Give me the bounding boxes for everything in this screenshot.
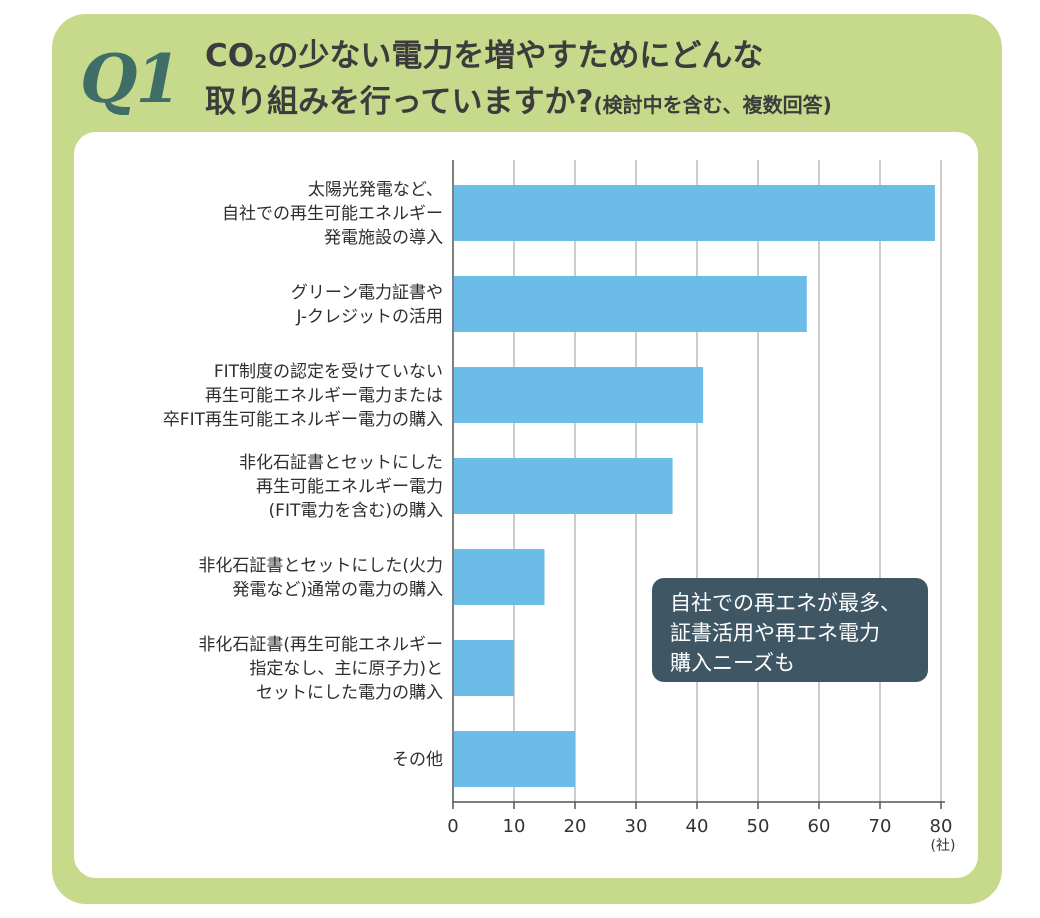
callout-line-3: 購入ニーズも xyxy=(670,651,795,675)
bar xyxy=(454,549,545,605)
x-tick-label: 0 xyxy=(447,816,458,837)
category-label-line: J-クレジットの活用 xyxy=(295,307,443,327)
category-label: 非化石証書とセットにした(火力発電など)通常の電力の購入 xyxy=(198,556,443,600)
category-label-line: (FIT電力を含む)の購入 xyxy=(269,501,443,521)
x-unit-label: (社) xyxy=(931,838,956,854)
category-label-line: 発電など)通常の電力の購入 xyxy=(232,580,443,600)
category-label-line: 再生可能エネルギー電力 xyxy=(256,477,443,497)
x-tick-label: 40 xyxy=(686,816,709,837)
category-label-line: 卒FIT再生可能エネルギー電力の購入 xyxy=(163,410,443,430)
question-number: Q1 xyxy=(80,40,181,118)
title-note: (検討中を含む、複数回答) xyxy=(593,93,832,117)
chart-bars xyxy=(454,185,935,787)
bar xyxy=(454,185,935,241)
category-label-line: 指定なし、主に原子力)と xyxy=(249,659,443,679)
category-label: 非化石証書とセットにした再生可能エネルギー電力 (FIT電力を含む)の購入 xyxy=(239,453,443,521)
category-label: 太陽光発電など、自社での再生可能エネルギー発電施設の導入 xyxy=(222,180,443,248)
title-subscript: 2 xyxy=(254,51,268,73)
title-line-2-text: 取り組みを行っていますか? xyxy=(205,84,594,120)
x-tick-label: 20 xyxy=(564,816,587,837)
x-tick-label: 50 xyxy=(747,816,770,837)
x-tick-label: 30 xyxy=(625,816,648,837)
category-label-line: その他 xyxy=(392,750,443,770)
x-tick-label: 10 xyxy=(503,816,526,837)
question-title: CO2の少ない電力を増やすためにどんな 取り組みを行っていますか?(検討中を含む… xyxy=(205,36,832,125)
x-tick-label: 60 xyxy=(808,816,831,837)
category-label-line: 再生可能エネルギー電力または xyxy=(205,386,443,406)
category-label-line: セットにした電力の購入 xyxy=(256,683,443,703)
category-label-line: FIT制度の認定を受けていない xyxy=(214,362,443,382)
category-label-line: グリーン電力証書や xyxy=(291,283,443,303)
category-label-line: 太陽光発電など、 xyxy=(308,180,443,200)
bar xyxy=(454,367,704,423)
category-label-line: 発電施設の導入 xyxy=(324,228,443,248)
bar xyxy=(454,731,575,787)
category-label-line: 自社での再生可能エネルギー xyxy=(222,204,443,224)
chart-axis: 0 10 20 30 40 50 60 70 80(社) xyxy=(447,160,955,854)
category-label-line: 非化石証書(再生可能エネルギー xyxy=(198,635,443,655)
callout-line-1: 自社での再エネが最多、 xyxy=(670,591,901,615)
category-label: 非化石証書(再生可能エネルギー指定なし、主に原子力)とセットにした電力の購入 xyxy=(198,635,443,703)
category-label: その他 xyxy=(392,750,443,770)
category-label: FIT制度の認定を受けていない再生可能エネルギー電力または卒FIT再生可能エネル… xyxy=(163,362,443,430)
bar xyxy=(454,458,673,514)
callout-line-2: 証書活用や再エネ電力 xyxy=(670,621,880,645)
title-co: CO xyxy=(205,38,255,74)
title-line-1: CO2の少ない電力を増やすためにどんな xyxy=(205,36,832,82)
title-line-2: 取り組みを行っていますか?(検討中を含む、複数回答) xyxy=(205,82,832,125)
callout-box: 自社での再エネが最多、 証書活用や再エネ電力 購入ニーズも xyxy=(652,578,928,682)
x-tick-label: 80 xyxy=(930,816,953,837)
category-label: グリーン電力証書や J-クレジットの活用 xyxy=(291,283,443,327)
category-label-line: 非化石証書とセットにした xyxy=(239,453,443,473)
category-label-line: 非化石証書とセットにした(火力 xyxy=(198,556,443,576)
bar xyxy=(454,640,514,696)
title-line-1-text: の少ない電力を増やすためにどんな xyxy=(267,38,764,74)
bar xyxy=(454,276,807,332)
x-tick-label: 70 xyxy=(869,816,892,837)
